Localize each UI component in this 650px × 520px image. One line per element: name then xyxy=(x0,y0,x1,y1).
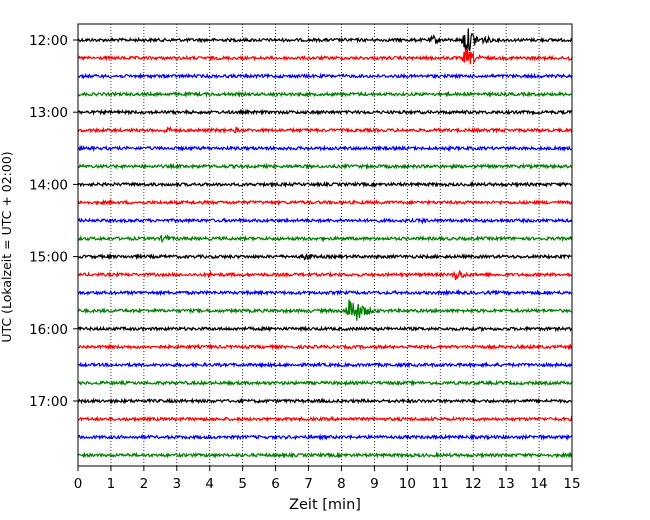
trace-1345 xyxy=(77,162,573,171)
trace-1530 xyxy=(77,288,573,297)
x-axis: 0 1 2 3 4 5 6 7 8 9 10 11 12 13 14 15 xyxy=(74,466,581,492)
trace-1200 xyxy=(77,28,572,51)
trace-1545 xyxy=(78,299,573,321)
trace-1445 xyxy=(77,233,573,243)
trace-1230 xyxy=(77,72,573,80)
seismogram-traces xyxy=(77,28,573,459)
trace-1630 xyxy=(77,361,573,369)
y-tick-label: 12:00 xyxy=(29,33,68,49)
x-tick-label: 12 xyxy=(465,476,482,492)
trace-1400 xyxy=(77,180,573,189)
x-tick-label: 0 xyxy=(74,476,83,492)
x-tick-label: 15 xyxy=(563,476,580,492)
x-tick-label: 4 xyxy=(205,476,214,492)
trace-1300 xyxy=(77,108,573,116)
x-tick-label: 11 xyxy=(432,476,449,492)
y-tick-label: 13:00 xyxy=(29,105,68,121)
trace-1600 xyxy=(77,325,573,333)
x-tick-label: 7 xyxy=(304,476,313,492)
y-tick-label: 15:00 xyxy=(29,250,68,266)
x-tick-label: 1 xyxy=(107,476,116,492)
trace-1700 xyxy=(77,397,573,405)
trace-1245 xyxy=(77,90,573,98)
trace-1430 xyxy=(77,216,573,225)
trace-1515 xyxy=(77,269,573,281)
x-tick-label: 9 xyxy=(370,476,379,492)
y-tick-label: 17:00 xyxy=(29,394,68,410)
x-tick-label: 8 xyxy=(337,476,346,492)
trace-1645 xyxy=(77,379,573,387)
y-tick-label: 16:00 xyxy=(29,322,68,338)
x-tick-label: 5 xyxy=(238,476,247,492)
trace-1215 xyxy=(78,48,573,65)
trace-1500 xyxy=(77,252,573,261)
trace-1415 xyxy=(77,198,573,207)
x-tick-label: 2 xyxy=(140,476,149,492)
x-tick-label: 6 xyxy=(271,476,280,492)
y-axis-label: UTC (Lokalzeit = UTC + 02:00) xyxy=(0,151,14,342)
plot-frame xyxy=(77,23,573,467)
trace-1315 xyxy=(77,125,573,135)
x-axis-label: Zeit [min] xyxy=(289,497,361,513)
x-tick-label: 13 xyxy=(498,476,515,492)
trace-1745 xyxy=(77,451,573,459)
x-tick-label: 14 xyxy=(530,476,547,492)
x-tick-label: 10 xyxy=(399,476,416,492)
y-tick-label: 14:00 xyxy=(29,177,68,193)
trace-1615 xyxy=(77,343,573,351)
trace-1330 xyxy=(77,144,573,153)
y-axis: 12:00 13:00 14:00 15:00 16:00 17:00 xyxy=(29,33,78,410)
trace-1715 xyxy=(77,415,573,423)
trace-1730 xyxy=(77,433,573,441)
x-tick-label: 3 xyxy=(173,476,182,492)
